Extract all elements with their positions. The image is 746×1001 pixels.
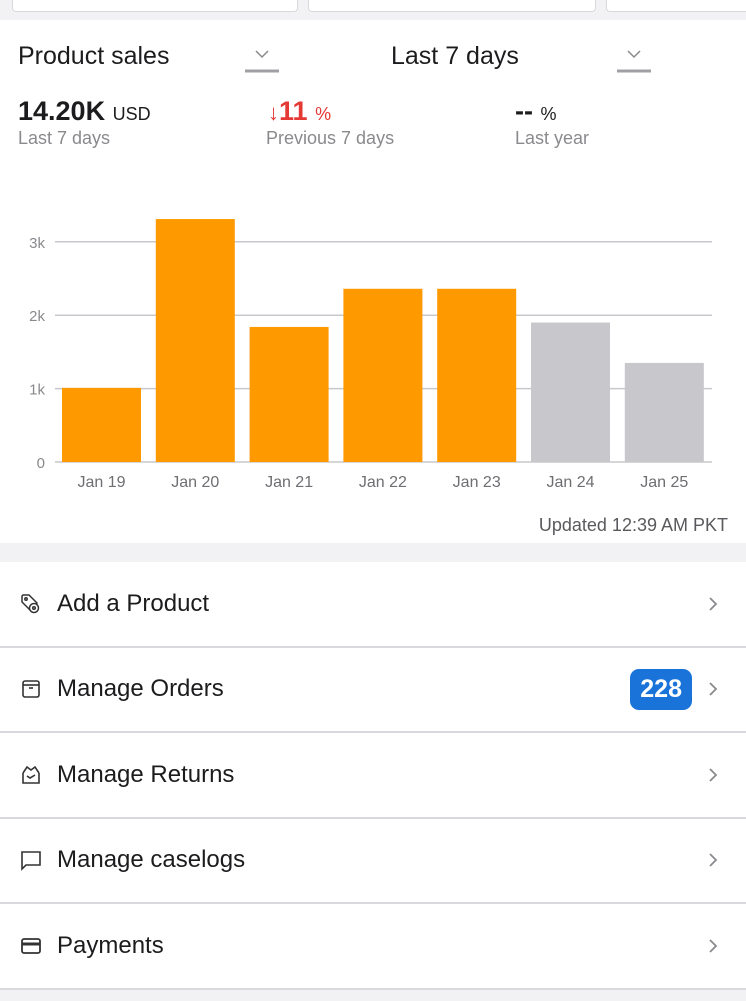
chevron-right-icon	[709, 853, 718, 867]
y-tick-label: 1k	[29, 382, 45, 399]
chevron-down-icon[interactable]	[617, 44, 651, 74]
menu-item-add-product[interactable]: Add a Product	[0, 562, 746, 648]
x-tick-label: Jan 20	[171, 474, 219, 491]
menu-item-payments[interactable]: Payments	[0, 904, 746, 990]
bar	[343, 288, 423, 462]
x-tick-label: Jan 22	[359, 474, 407, 491]
change-previous: ↓11 %	[268, 96, 332, 126]
y-tick-label: 0	[37, 455, 45, 472]
chevron-right-icon	[709, 939, 718, 953]
menu-item-label: Manage caselogs	[57, 846, 246, 874]
bar	[62, 387, 141, 462]
x-tick-label: Jan 24	[546, 474, 594, 491]
tag-icon	[21, 594, 40, 613]
menu-item-manage-caselogs[interactable]: Manage caselogs	[0, 819, 746, 904]
x-tick-label: Jan 19	[77, 474, 125, 491]
chevron-right-icon	[709, 597, 718, 611]
period-select[interactable]: Last 7 days	[391, 42, 519, 70]
return-box-icon	[22, 765, 40, 784]
bar	[624, 362, 704, 462]
y-tick-label: 2k	[29, 308, 45, 325]
menu-item-manage-returns[interactable]: Manage Returns	[0, 733, 746, 819]
chevron-right-icon	[709, 768, 718, 782]
bar	[155, 219, 235, 462]
menu-item-manage-orders[interactable]: Manage Orders 228	[0, 648, 746, 733]
menu-list: Add a Product Manage Orders 228 Manage R…	[0, 562, 746, 990]
top-card-3[interactable]	[606, 0, 746, 12]
box-icon	[22, 680, 40, 699]
bar	[249, 326, 329, 462]
chevron-down-icon[interactable]	[245, 44, 279, 74]
bar	[531, 322, 610, 462]
chevron-right-icon	[709, 682, 718, 696]
y-tick-label: 3k	[29, 235, 45, 252]
chat-icon	[21, 851, 41, 872]
menu-item-label: Manage Orders	[57, 675, 224, 703]
x-tick-label: Jan 21	[265, 474, 313, 491]
x-tick-label: Jan 23	[453, 474, 501, 491]
sales-bar-chart: 0 1k 2k 3k Jan 19 Jan 20 Jan 21 Jan 22 Jan 23 Jan…	[29, 219, 712, 491]
change-last-year-label: Last year	[515, 128, 590, 148]
updated-timestamp: Updated 12:39 AM PKT	[538, 515, 728, 535]
top-card-1[interactable]	[12, 0, 298, 12]
change-last-year: -- %	[515, 96, 557, 126]
menu-item-label: Manage Returns	[57, 760, 235, 788]
top-card-2[interactable]	[308, 0, 596, 12]
bar	[437, 288, 517, 462]
metric-select[interactable]: Product sales	[18, 42, 170, 70]
menu-item-label: Add a Product	[57, 589, 210, 617]
card-icon	[21, 937, 41, 954]
menu-item-label: Payments	[57, 931, 164, 959]
change-previous-label: Previous 7 days	[266, 128, 395, 148]
orders-count-badge: 228	[630, 668, 692, 710]
sales-total: 14.20K USD	[18, 96, 151, 126]
arrow-down-icon: ↓	[268, 100, 279, 125]
x-tick-label: Jan 25	[640, 474, 688, 491]
sales-total-label: Last 7 days	[18, 128, 111, 148]
